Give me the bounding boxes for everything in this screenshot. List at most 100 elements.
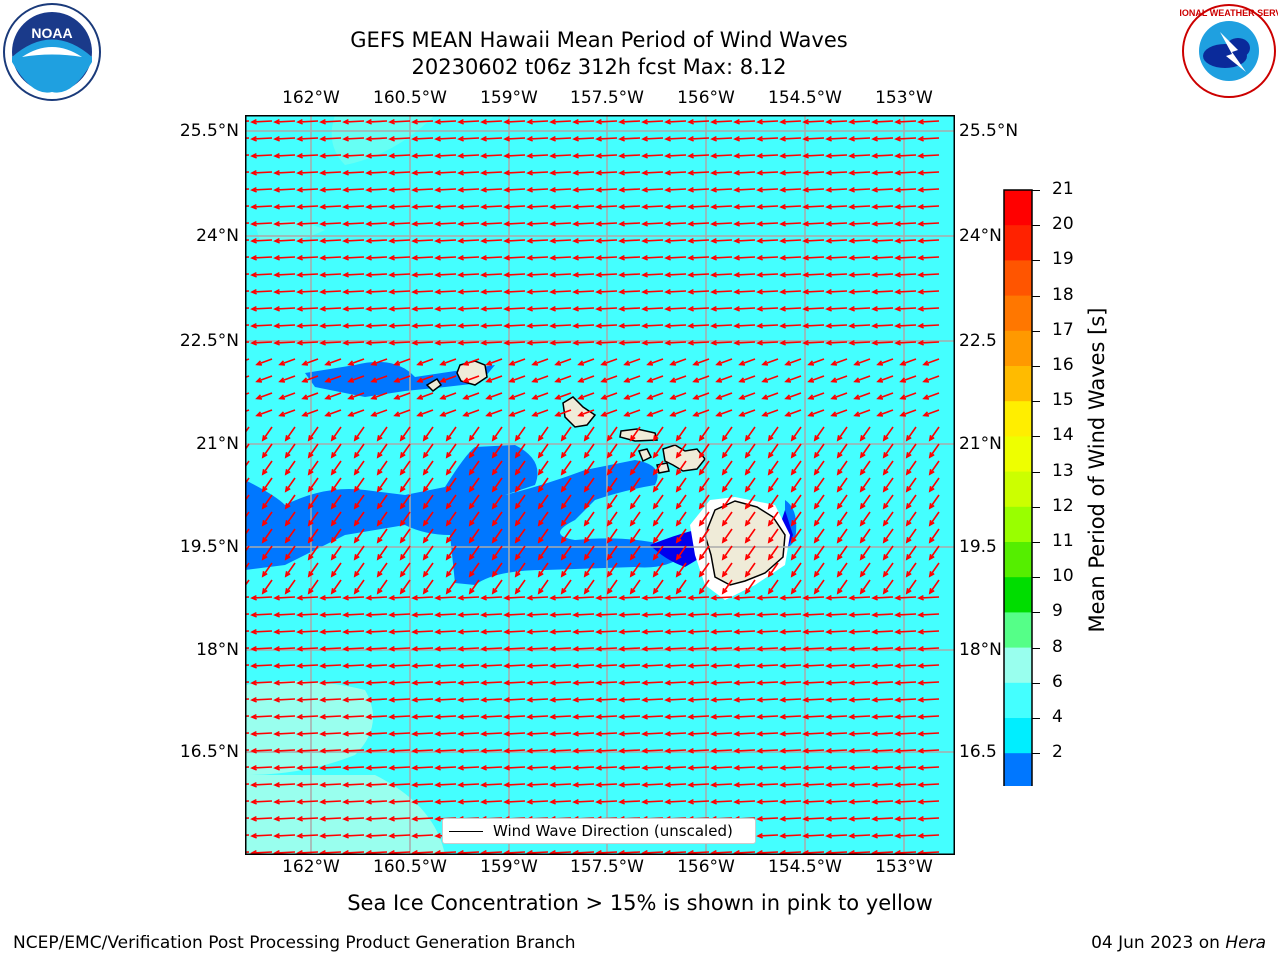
arrow-head (365, 730, 372, 737)
arrow-shaft (895, 783, 917, 786)
arrow-head (618, 798, 625, 805)
arrow-head (779, 186, 786, 193)
arrow-head (353, 503, 360, 510)
arrow-shaft (279, 392, 296, 400)
arrow-head (480, 798, 487, 805)
arrow-shaft (371, 392, 388, 400)
arrow-shaft (734, 120, 756, 123)
arrow-shaft (688, 715, 710, 718)
arrow-shaft (803, 834, 825, 837)
arrow-shaft (527, 154, 549, 157)
arrow-head (457, 713, 464, 720)
arrow-head (399, 452, 406, 459)
arrow-head (255, 411, 263, 417)
arrow-shaft (561, 511, 572, 526)
arrow-shaft (527, 851, 549, 854)
arrow-shaft (929, 477, 940, 492)
arrow-shaft (492, 562, 503, 577)
arrow-shaft (550, 290, 572, 293)
arrow-shaft (481, 120, 503, 123)
arrow-shaft (895, 800, 917, 803)
arrow-shaft (883, 545, 894, 560)
arrow-head (813, 503, 820, 510)
arrow-shaft (665, 698, 687, 701)
arrow-shaft (785, 409, 802, 417)
arrow-shaft (607, 443, 618, 458)
arrow-head (767, 520, 774, 527)
arrow-head (687, 135, 694, 142)
arrow-shaft (366, 188, 388, 191)
arrow-head (376, 588, 383, 595)
arrow-head (652, 435, 659, 442)
arrow-shaft (308, 443, 319, 458)
arrow-shaft (412, 613, 434, 616)
arrow-head (738, 411, 746, 417)
arrow-shaft (573, 749, 595, 752)
arrow-head (802, 186, 809, 193)
arrow-head (324, 360, 332, 366)
arrow-head (549, 322, 556, 329)
arrow-head (365, 237, 372, 244)
lat-label-right: 22.5 (959, 331, 997, 351)
arrow-head (618, 764, 625, 771)
arrow-shaft (538, 545, 549, 560)
arrow-head (250, 339, 257, 346)
arrow-shaft (883, 511, 894, 526)
arrow-head (296, 305, 303, 312)
arrow-head (284, 520, 291, 527)
arrow-shaft (245, 426, 250, 435)
arrow-shaft (412, 681, 434, 684)
arrow-shaft (676, 477, 687, 492)
arrow-head (296, 679, 303, 686)
arrow-head (825, 662, 832, 669)
arrow-head (526, 152, 533, 159)
arrow-head (526, 305, 533, 312)
colorbar-tick-mark (1032, 718, 1040, 719)
arrow-shaft (630, 494, 641, 509)
arrow-head (480, 594, 487, 601)
arrow-shaft (716, 375, 733, 383)
arrow-shaft (895, 851, 917, 854)
arrow-shaft (423, 511, 434, 526)
arrow-head (779, 220, 786, 227)
arrow-shaft (320, 341, 342, 344)
arrow-head (848, 135, 855, 142)
arrow-head (836, 486, 843, 493)
arrow-shaft (688, 341, 710, 344)
arrow-head (876, 360, 884, 366)
arrow-shaft (895, 205, 917, 208)
arrow-shaft (400, 562, 411, 577)
arrow-head (710, 679, 717, 686)
arrow-shaft (757, 205, 779, 208)
arrow-head (365, 645, 372, 652)
arrow-head (457, 254, 464, 261)
lon-label-bottom: 160.5°W (373, 857, 447, 877)
arrow-head (641, 118, 648, 125)
arrow-head (342, 832, 349, 839)
arrow-head (480, 611, 487, 618)
arrow-head (250, 254, 257, 261)
arrow-shaft (584, 511, 595, 526)
arrow-shaft (481, 715, 503, 718)
arrow-shaft (780, 800, 802, 803)
arrow-shaft (308, 511, 319, 526)
arrow-head (687, 203, 694, 210)
arrow-shaft (642, 698, 664, 701)
arrow-head (503, 679, 510, 686)
arrow-shaft (906, 528, 917, 543)
arrow-head (411, 679, 418, 686)
arrow-shaft (596, 766, 618, 769)
colorbar-tick-mark (1032, 190, 1040, 191)
arrow-shaft (481, 681, 503, 684)
arrow-head (319, 237, 326, 244)
arrow-shaft (550, 205, 572, 208)
arrow-shaft (803, 749, 825, 752)
arrow-shaft (642, 647, 664, 650)
arrow-shaft (504, 171, 526, 174)
arrow-head (526, 135, 533, 142)
arrow-head (549, 594, 556, 601)
arrow-shaft (918, 341, 940, 344)
arrow-head (526, 339, 533, 346)
arrow-head (399, 588, 406, 595)
arrow-shaft (872, 834, 894, 837)
